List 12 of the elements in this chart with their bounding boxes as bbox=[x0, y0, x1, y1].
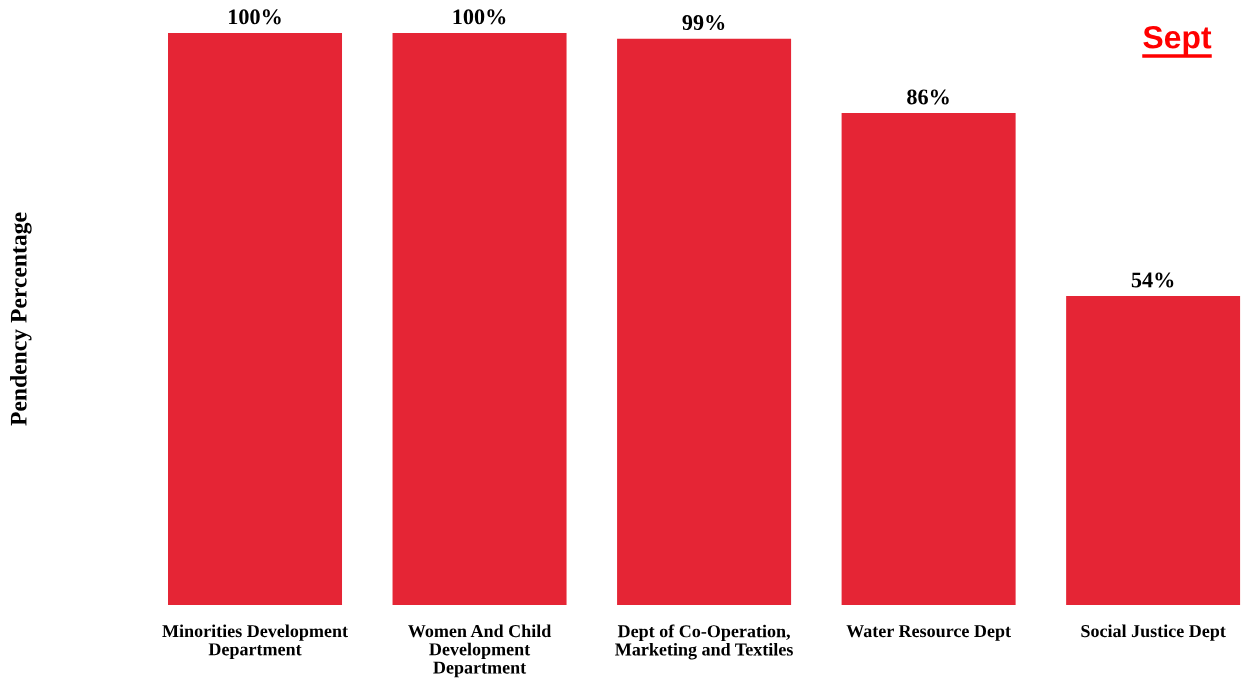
data-label: 100% bbox=[453, 9, 506, 25]
x-tick-label: Women And Child Development Department bbox=[408, 624, 552, 678]
data-label: 100% bbox=[229, 9, 281, 25]
chart-title: Sept bbox=[1143, 25, 1212, 55]
data-label: 54% bbox=[1131, 272, 1174, 288]
data-label: 99% bbox=[682, 15, 725, 31]
x-tick-label: Water Resource Dept bbox=[846, 625, 1011, 641]
x-tick-label: Dept of Co-Operation, Marketing and Textiles bbox=[615, 624, 793, 660]
y-axis-title: Pendency Percentage bbox=[10, 212, 32, 426]
x-tick-label: Minorities Development Department bbox=[162, 624, 348, 660]
x-tick-label: Social Justice Dept bbox=[1081, 624, 1226, 641]
data-label: 86% bbox=[907, 89, 949, 105]
